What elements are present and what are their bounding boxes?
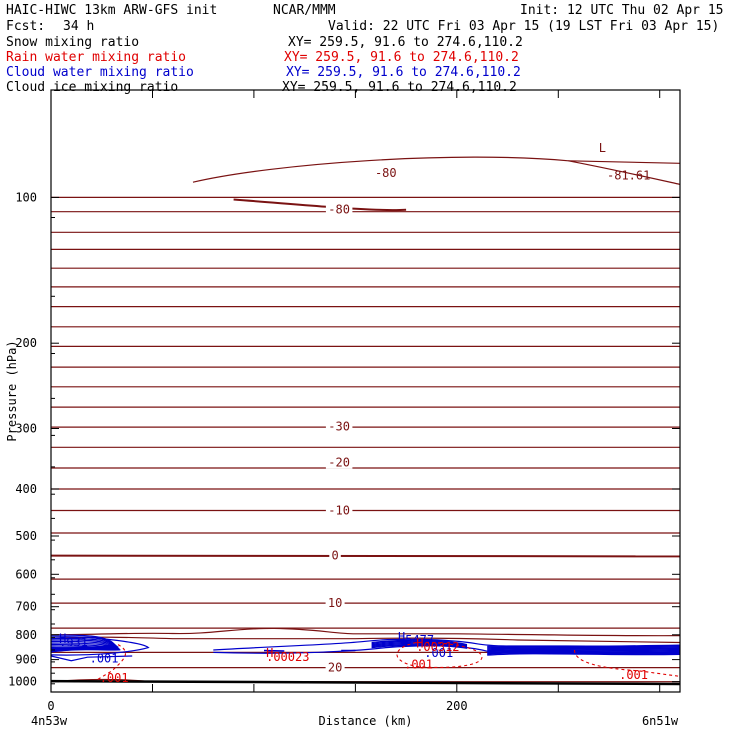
forecast-hours: 34 h — [63, 19, 95, 34]
cloud-water-contour — [371, 640, 468, 646]
contour-annotation: .00023 — [266, 650, 309, 664]
cloud-water-contour — [487, 651, 681, 654]
isotherm-label-bg — [325, 597, 345, 610]
cloud-water-contour — [371, 641, 468, 647]
org-label: NCAR/MMM — [273, 3, 336, 18]
isotherm-label: -80 — [375, 166, 397, 180]
field-name-snow: Snow mixing ratio — [6, 35, 140, 50]
isotherm-label-bg — [325, 203, 353, 216]
x-start-label: 4n53w — [31, 714, 68, 728]
cloud-water-contour — [487, 647, 681, 650]
y-tick-label: 1000 — [8, 675, 37, 689]
contour-annotation: -81.61 — [607, 168, 650, 182]
field-xy-rain: XY= 259.5, 91.6 to 274.6,110.2 — [284, 50, 519, 65]
isotherm-label: 10 — [328, 596, 342, 610]
contour-annotation: L — [599, 141, 606, 155]
cloud-water-contour — [263, 649, 285, 652]
y-tick-label: 300 — [15, 422, 37, 436]
y-tick-label: 400 — [15, 482, 37, 496]
contour-annotation: .001 — [424, 646, 453, 660]
plot-frame — [50, 89, 681, 693]
model-title: HAIC-HIWC 13km ARW-GFS init — [6, 3, 218, 18]
y-tick-label: 600 — [15, 567, 37, 581]
cloud-water-contour — [487, 646, 681, 648]
contour-annotation: H — [266, 646, 273, 660]
isotherm-label: 20 — [328, 661, 342, 675]
cloud-water-contour — [487, 653, 681, 656]
contour-annotation: H — [416, 636, 423, 650]
isotherm-label-bg — [372, 166, 399, 179]
cloud-water-contour — [50, 655, 133, 662]
isotherm-label: -80 — [328, 203, 350, 217]
cloud-water-contour — [50, 647, 121, 653]
field-xy-cloud-ice: XY= 259.5, 91.6 to 274.6,110.2 — [282, 80, 517, 95]
isotherm-label-bg — [325, 456, 353, 469]
contour-annotation: H — [398, 630, 405, 644]
isotherm-label: 0 — [331, 549, 338, 563]
isotherm-line — [50, 554, 681, 558]
isotherm-line — [192, 156, 681, 185]
y-tick-label: 500 — [15, 529, 37, 543]
y-tick-label: 900 — [15, 653, 37, 667]
x-end-label: 6n51w — [642, 714, 679, 728]
valid-time: Valid: 22 UTC Fri 03 Apr 15 (19 LST Fri … — [328, 19, 720, 34]
cloud-water-contour — [487, 647, 681, 649]
field-name-rain: Rain water mixing ratio — [6, 50, 187, 65]
isotherm-label-bg — [325, 504, 353, 517]
contour-annotation: .00312 — [416, 640, 459, 654]
isotherm-label-bg — [329, 549, 341, 562]
contour-annotation: .931 — [59, 636, 88, 650]
contour-annotation: .5477 — [398, 633, 434, 647]
x-tick-label: 200 — [446, 699, 468, 713]
cloud-water-contour — [50, 636, 150, 656]
cloud-water-contour — [371, 639, 468, 646]
cloud-water-contour — [371, 642, 468, 648]
cloud-water-contour — [371, 644, 468, 649]
forecast-label: Fcst: — [6, 19, 46, 34]
y-axis-title: Pressure (hPa) — [5, 340, 19, 441]
isotherm-label: -10 — [328, 504, 350, 518]
y-tick-label: 100 — [15, 190, 37, 204]
cloud-water-contour — [487, 650, 681, 653]
isotherm-line — [233, 198, 407, 212]
field-name-cloud-ice: Cloud ice mixing ratio — [6, 80, 179, 95]
isotherm-label-bg — [325, 420, 353, 433]
x-axis-title: Distance (km) — [319, 714, 413, 728]
y-tick-label: 700 — [15, 600, 37, 614]
field-xy-snow: XY= 259.5, 91.6 to 274.6,110.2 — [288, 35, 523, 50]
cloud-water-contour — [487, 645, 681, 647]
isotherm-label-bg — [325, 661, 345, 674]
isotherm-label: -30 — [328, 419, 350, 433]
isotherm-line — [568, 160, 681, 164]
contour-annotation: .001 — [90, 651, 119, 665]
contour-annotation: .001 — [100, 671, 129, 685]
field-name-cloud-water: Cloud water mixing ratio — [6, 65, 194, 80]
cloud-water-contour — [487, 652, 681, 655]
y-tick-label: 200 — [15, 336, 37, 350]
cloud-water-contour — [371, 643, 468, 649]
x-tick-label: 0 — [47, 699, 54, 713]
field-xy-cloud-water: XY= 259.5, 91.6 to 274.6,110.2 — [286, 65, 521, 80]
surface-pressure-line — [50, 679, 681, 686]
contour-annotation: .001 — [404, 658, 433, 672]
isotherm-label: -20 — [328, 456, 350, 470]
y-tick-label: 800 — [15, 628, 37, 642]
contour-annotation: H — [59, 632, 66, 646]
rain-water-contour — [396, 641, 483, 669]
cloud-water-contour — [487, 649, 681, 652]
cloud-water-contour — [487, 648, 681, 651]
contour-annotation: .001 — [619, 668, 648, 682]
isotherm-line — [50, 627, 681, 637]
init-time: Init: 12 UTC Thu 02 Apr 15 — [520, 3, 724, 18]
